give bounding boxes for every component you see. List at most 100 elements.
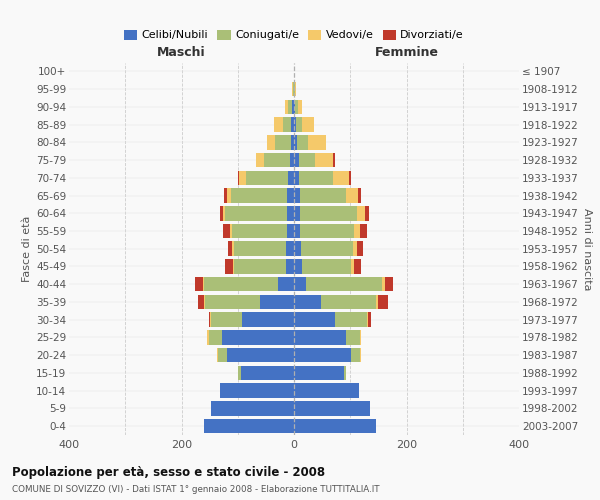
Bar [207,330,209,344]
Bar [232,224,287,238]
Bar [289,170,294,185]
Bar [220,206,223,220]
Bar [292,100,294,114]
Bar [294,242,301,256]
Bar [360,330,361,344]
Bar [297,135,308,150]
Bar [357,206,365,220]
Bar [199,294,204,309]
Text: COMUNE DI SOVIZZO (VI) - Dati ISTAT 1° gennaio 2008 - Elaborazione TUTTITALIA.IT: COMUNE DI SOVIZZO (VI) - Dati ISTAT 1° g… [12,485,380,494]
Bar [238,170,239,185]
Bar [209,312,210,327]
Bar [335,312,367,327]
Bar [234,242,286,256]
Bar [211,401,294,415]
Bar [294,366,343,380]
Bar [287,224,294,238]
Bar [283,118,291,132]
Bar [365,206,370,220]
Bar [241,366,294,380]
Bar [321,294,376,309]
Bar [246,170,289,185]
Bar [217,348,218,362]
Bar [223,224,230,238]
Bar [294,206,299,220]
Bar [357,242,362,256]
Bar [302,118,314,132]
Bar [287,206,294,220]
Bar [334,170,349,185]
Text: Maschi: Maschi [157,46,206,59]
Bar [267,135,275,150]
Bar [295,100,298,114]
Bar [222,330,294,344]
Bar [204,294,205,309]
Bar [218,348,227,362]
Bar [367,312,368,327]
Bar [294,401,370,415]
Bar [226,206,287,220]
Bar [352,259,354,274]
Bar [293,82,294,96]
Bar [210,312,211,327]
Bar [354,259,361,274]
Bar [275,135,291,150]
Bar [274,118,283,132]
Bar [295,82,296,96]
Bar [349,170,351,185]
Bar [204,419,294,434]
Bar [232,242,234,256]
Bar [227,348,294,362]
Bar [278,277,294,291]
Bar [353,242,357,256]
Bar [352,348,360,362]
Bar [223,206,226,220]
Bar [334,153,335,168]
Bar [286,259,294,274]
Bar [294,100,295,114]
Bar [294,277,307,291]
Y-axis label: Fasce di età: Fasce di età [22,216,32,282]
Bar [302,259,352,274]
Bar [204,277,278,291]
Bar [227,188,231,203]
Bar [360,348,361,362]
Bar [224,188,227,203]
Bar [234,259,286,274]
Bar [292,82,293,96]
Bar [239,170,246,185]
Bar [285,100,288,114]
Bar [382,277,385,291]
Bar [286,242,294,256]
Bar [233,259,234,274]
Bar [290,153,294,168]
Bar [294,135,297,150]
Bar [308,135,326,150]
Bar [343,366,346,380]
Bar [238,366,241,380]
Bar [294,419,376,434]
Bar [294,348,352,362]
Y-axis label: Anni di nascita: Anni di nascita [583,208,592,290]
Bar [227,242,232,256]
Bar [376,294,378,309]
Bar [358,188,361,203]
Bar [287,188,294,203]
Bar [230,224,232,238]
Bar [299,206,357,220]
Bar [299,224,354,238]
Bar [225,259,233,274]
Bar [294,153,299,168]
Bar [291,118,294,132]
Bar [296,118,302,132]
Bar [354,224,360,238]
Bar [242,312,294,327]
Legend: Celibi/Nubili, Coniugati/e, Vedovi/e, Divorziati/e: Celibi/Nubili, Coniugati/e, Vedovi/e, Di… [119,25,469,45]
Bar [294,259,302,274]
Bar [231,188,287,203]
Bar [378,294,388,309]
Bar [220,384,294,398]
Bar [294,312,335,327]
Text: Popolazione per età, sesso e stato civile - 2008: Popolazione per età, sesso e stato civil… [12,466,325,479]
Bar [294,384,359,398]
